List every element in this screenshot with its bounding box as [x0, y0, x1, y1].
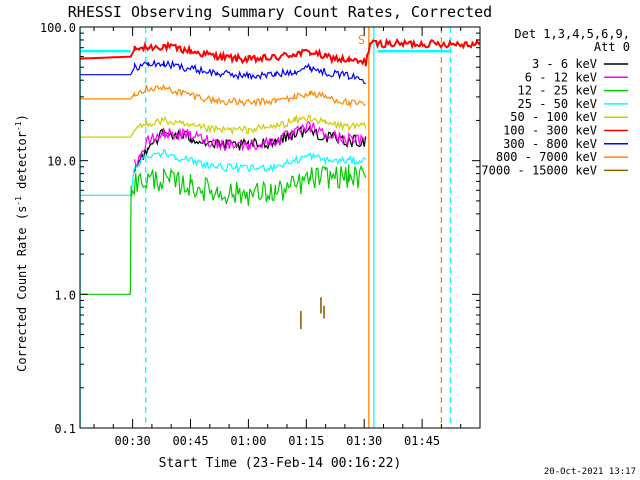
y-axis-label: Corrected Count Rate (s-1 detector-1) [14, 114, 29, 372]
y-tick-labels: 100.0 10.0 1.0 0.1 [40, 21, 76, 436]
series-50-100-kev [80, 114, 367, 138]
y-tick-label: 1.0 [54, 288, 76, 302]
series-25-50-kev [80, 149, 367, 196]
y-axis-label-sup: -1 [14, 196, 23, 206]
plot-border [79, 26, 481, 429]
legend-entry-label: 100 - 300 keV [503, 124, 597, 138]
legend-header-detectors: Det 1,3,4,5,6,9, [514, 27, 630, 41]
legend-entry-label: 25 - 50 keV [518, 97, 597, 111]
series-line [80, 58, 366, 85]
legend-entry-label: 7000 - 15000 keV [481, 163, 597, 177]
series-line [80, 114, 367, 138]
chart-title: RHESSI Observing Summary Count Rates, Co… [68, 3, 492, 21]
legend-entry-label: 800 - 7000 keV [496, 150, 597, 164]
legend-entry: 12 - 25 keV [518, 84, 628, 98]
legend-entry-label: 12 - 25 keV [518, 84, 597, 98]
x-tick-label: 01:45 [404, 434, 440, 448]
series-line [80, 164, 367, 295]
x-axis-label: Start Time (23-Feb-14 00:16:22) [159, 456, 402, 471]
legend-entry: 800 - 7000 keV [496, 150, 628, 164]
series-12-25-kev [80, 164, 367, 295]
legend-entry-label: 50 - 100 keV [510, 110, 597, 124]
legend-entry: 100 - 300 keV [503, 124, 628, 138]
y-tick-label: 0.1 [54, 422, 76, 436]
y-tick-label: 10.0 [47, 155, 76, 169]
y-axis-label-end: ) [15, 114, 29, 121]
y-axis-label-mid: detector [15, 131, 29, 196]
legend-header-attenuator: Att 0 [594, 40, 630, 54]
x-tick-label: 01:30 [346, 434, 382, 448]
y-axis-label-sup2: -1 [14, 121, 23, 131]
x-tick-label: 00:45 [172, 434, 208, 448]
x-tick-label: 01:15 [288, 434, 324, 448]
legend-entry-label: 300 - 800 keV [503, 137, 597, 151]
legend-entry: 7000 - 15000 keV [481, 163, 628, 177]
series-line [133, 120, 366, 167]
legend-entry-label: 6 - 12 keV [525, 70, 597, 84]
generation-date: 20-Oct-2021 13:17 [544, 467, 636, 477]
x-tick-label: 01:00 [230, 434, 266, 448]
series-line [80, 84, 366, 108]
legend-entry: 3 - 6 keV [532, 57, 628, 71]
annotation-s: S [358, 33, 365, 47]
legend-entry: 6 - 12 keV [525, 70, 628, 84]
x-tick-label: 00:30 [115, 434, 151, 448]
series-6-12-kev [133, 120, 366, 167]
series-line [80, 37, 481, 67]
series-300-800-kev [80, 58, 366, 85]
series-line [80, 149, 367, 196]
y-tick-label: 100.0 [40, 21, 76, 35]
plot-area: S [79, 27, 481, 428]
series-100-300-kev [80, 37, 481, 67]
series-800-7000-kev [80, 84, 366, 108]
legend-entry: 50 - 100 keV [510, 110, 628, 124]
legend-entry-label: 3 - 6 keV [532, 57, 597, 71]
x-tick-labels: 00:30 00:45 01:00 01:15 01:30 01:45 [115, 434, 441, 448]
series-7000-15000-kev [300, 297, 325, 330]
legend-entry: 25 - 50 keV [518, 97, 628, 111]
axis-frame [79, 26, 481, 429]
legend-entry: 300 - 800 keV [503, 137, 628, 151]
y-axis-label-main: Corrected Count Rate (s [15, 206, 29, 372]
